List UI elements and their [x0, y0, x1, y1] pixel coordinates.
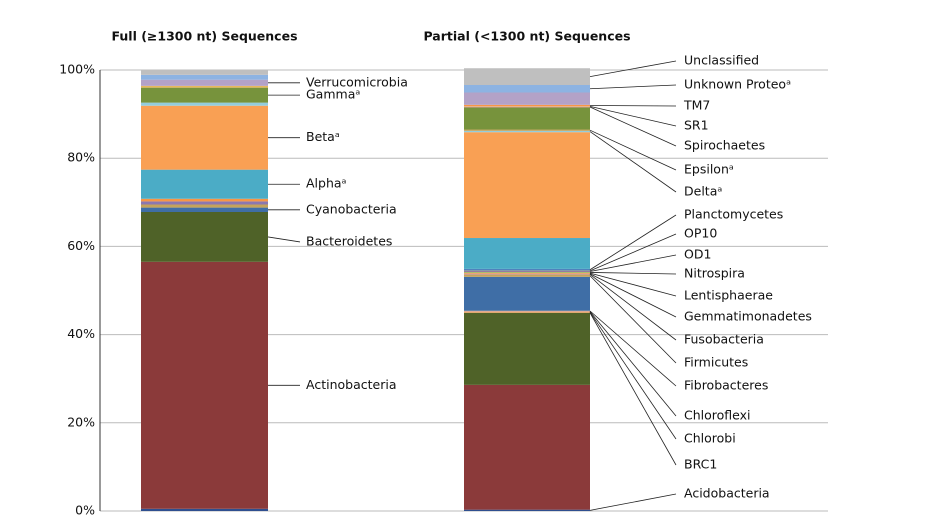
- bar-segment: [464, 269, 590, 271]
- segment-label: Lentisphaerae: [684, 288, 773, 303]
- bar-segment: [464, 311, 590, 312]
- bar-segment: [464, 107, 590, 108]
- segment-label: Acidobacteria: [684, 486, 770, 501]
- bar-segment: [464, 68, 590, 85]
- segment-label: Firmicutes: [684, 355, 748, 370]
- y-tick-label: 0%: [75, 503, 95, 518]
- segment-label: Verrucomicrobia: [306, 74, 408, 89]
- bar-segment: [141, 70, 268, 75]
- segment-label: Chlorobi: [684, 431, 736, 446]
- bar-segment: [141, 262, 268, 509]
- segment-label: BRC1: [684, 457, 717, 472]
- segment-label: Gemmatimonadetes: [684, 309, 812, 324]
- segment-label: Nitrospira: [684, 266, 745, 281]
- y-tick-label: 40%: [67, 326, 95, 341]
- segment-label: Chloroflexi: [684, 408, 751, 423]
- segment-label: Fusobacteria: [684, 332, 764, 347]
- bar-segment: [464, 272, 590, 273]
- segment-label: Actinobacteria: [306, 377, 396, 392]
- leader-line: [590, 106, 676, 126]
- leader-line: [590, 85, 676, 89]
- bar-segment: [141, 509, 268, 511]
- segment-label: Betaᵃ: [306, 129, 340, 144]
- leader-line: [590, 255, 676, 272]
- bar-segment: [141, 88, 268, 103]
- leader-line: [590, 215, 676, 270]
- bar-segment: [141, 208, 268, 212]
- bar-segment: [464, 238, 590, 269]
- bar-segment: [464, 271, 590, 272]
- segment-label: Epsilonᵃ: [684, 162, 734, 177]
- segment-label: Unclassified: [684, 53, 759, 68]
- bar-segment: [141, 201, 268, 204]
- leader-line: [590, 234, 676, 271]
- bar-segment: [141, 103, 268, 106]
- bar-segment: [464, 130, 590, 131]
- bar-segment: [464, 107, 590, 129]
- bar-segment: [141, 212, 268, 262]
- bar-segment: [141, 205, 268, 208]
- y-tick-label: 20%: [67, 414, 95, 429]
- bar-segment: [141, 199, 268, 202]
- leader-line: [590, 276, 676, 363]
- bar-title: Partial (<1300 nt) Sequences: [423, 29, 630, 44]
- bar-segment: [141, 170, 268, 199]
- bar-segment: [464, 273, 590, 274]
- leader-line: [590, 311, 676, 386]
- leader-line: [590, 61, 676, 77]
- segment-label: Spirochaetes: [684, 138, 765, 153]
- bar-segment: [464, 105, 590, 106]
- segment-label: Unknown Proteoᵃ: [684, 77, 791, 92]
- segment-label: Cyanobacteria: [306, 201, 397, 216]
- bar-segment: [141, 106, 268, 170]
- bar-segment: [464, 277, 590, 311]
- leader-line: [590, 274, 676, 317]
- bar-segment: [464, 313, 590, 385]
- leader-line: [590, 312, 676, 439]
- bar-segment: [464, 132, 590, 238]
- bar-segment: [464, 275, 590, 277]
- segment-label: Bacteroidetes: [306, 233, 392, 248]
- segment-label: TM7: [683, 98, 710, 113]
- y-tick-label: 80%: [67, 150, 95, 165]
- leader-line: [590, 494, 676, 510]
- bar-segment: [464, 85, 590, 92]
- segment-label: OD1: [684, 247, 711, 262]
- bar-segment: [464, 510, 590, 511]
- segment-label: OP10: [684, 226, 717, 241]
- bar-segment: [141, 75, 268, 80]
- leader-line: [590, 313, 676, 465]
- segment-label: Deltaᵃ: [684, 184, 722, 199]
- leader-line: [268, 237, 300, 242]
- segment-label: Alphaᵃ: [306, 176, 347, 191]
- y-tick-label: 100%: [59, 62, 95, 77]
- segment-label: SR1: [684, 118, 709, 133]
- bar-segment: [141, 80, 268, 86]
- bar-segment: [141, 86, 268, 88]
- segment-label: Fibrobacteres: [684, 378, 768, 393]
- leader-line: [590, 312, 676, 416]
- segment-label: Planctomycetes: [684, 207, 783, 222]
- leader-line: [590, 130, 676, 170]
- leader-line: [590, 272, 676, 274]
- bar-segment: [464, 92, 590, 104]
- bar-segment: [464, 385, 590, 510]
- bar-segment: [464, 131, 590, 132]
- bar-title: Full (≥1300 nt) Sequences: [111, 29, 297, 44]
- y-tick-label: 60%: [67, 238, 95, 253]
